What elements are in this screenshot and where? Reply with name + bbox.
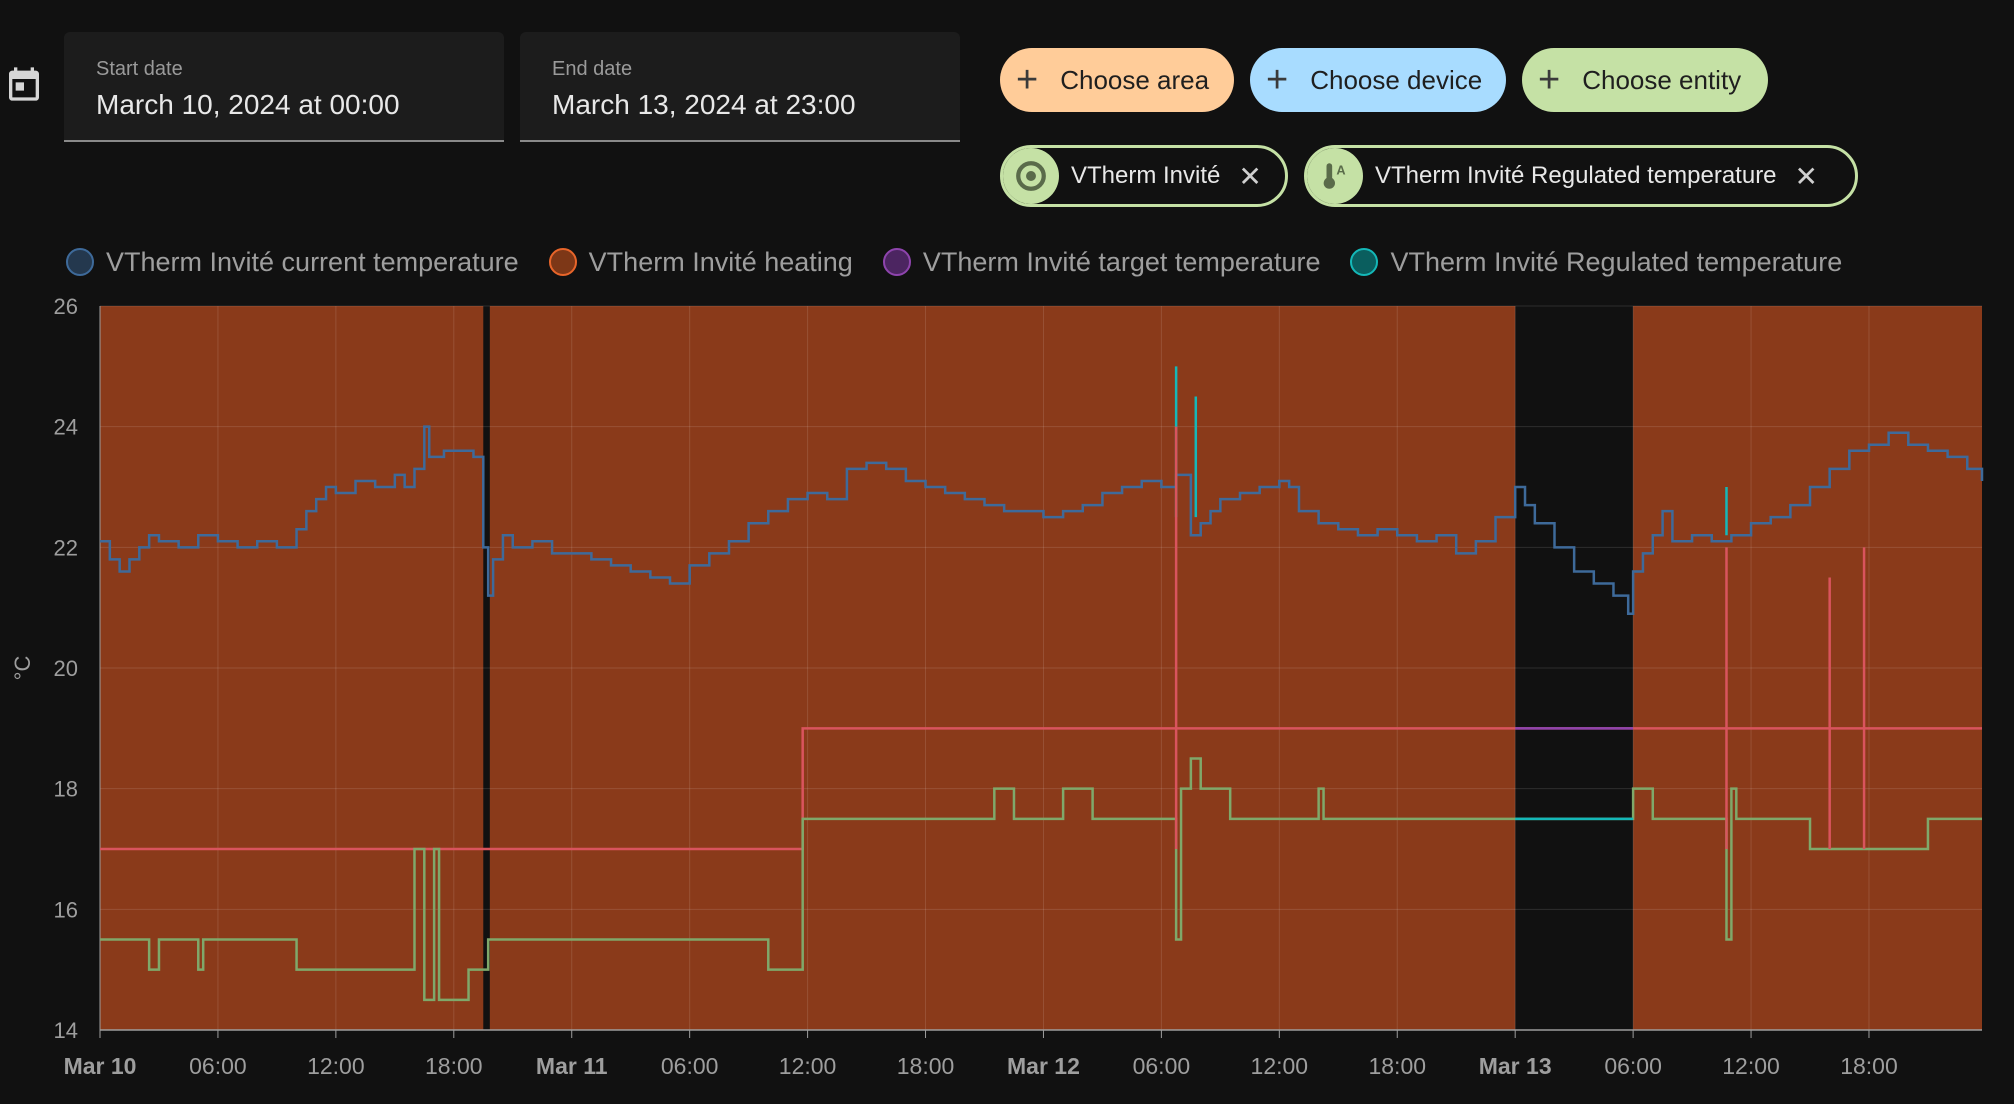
start-date-field[interactable]: Start date March 10, 2024 at 00:00 bbox=[64, 32, 504, 142]
remove-device-icon[interactable]: ✕ bbox=[1238, 160, 1262, 192]
plus-icon: + bbox=[1266, 59, 1289, 101]
selected-device-chip[interactable]: VTherm Invité ✕ bbox=[1000, 145, 1288, 207]
y-tick-label: 24 bbox=[54, 415, 78, 440]
choose-device-button[interactable]: + Choose device bbox=[1250, 48, 1506, 112]
legend-item[interactable]: VTherm Invité heating bbox=[548, 246, 853, 278]
remove-entity-icon[interactable]: ✕ bbox=[1794, 160, 1818, 192]
plus-icon: + bbox=[1538, 59, 1561, 101]
legend-label: VTherm Invité current temperature bbox=[106, 246, 519, 277]
start-date-label: Start date bbox=[96, 58, 183, 80]
svg-text:A: A bbox=[1336, 163, 1345, 178]
legend-label: VTherm Invité Regulated temperature bbox=[1390, 246, 1843, 277]
x-tick-label: Mar 12 bbox=[1007, 1053, 1080, 1079]
y-tick-label: 16 bbox=[54, 897, 78, 922]
heating-area bbox=[489, 306, 1516, 1030]
y-tick-label: 18 bbox=[54, 777, 78, 802]
y-tick-label: 20 bbox=[54, 656, 78, 681]
x-tick-label: 18:00 bbox=[1368, 1053, 1426, 1079]
end-date-field[interactable]: End date March 13, 2024 at 23:00 bbox=[520, 32, 960, 142]
legend-item[interactable]: VTherm Invité Regulated temperature bbox=[1350, 247, 1842, 278]
legend-label: VTherm Invité target temperature bbox=[922, 246, 1321, 277]
x-tick-label: Mar 13 bbox=[1479, 1053, 1552, 1079]
legend-swatch bbox=[882, 248, 911, 276]
start-date-value: March 10, 2024 at 00:00 bbox=[96, 89, 400, 120]
series-line bbox=[100, 727, 1982, 851]
y-tick-label: 26 bbox=[54, 294, 78, 319]
heating-area bbox=[100, 306, 484, 1030]
x-tick-label: 18:00 bbox=[897, 1053, 955, 1079]
y-tick-label: 14 bbox=[54, 1018, 78, 1043]
thermometer-auto-icon: A bbox=[1307, 148, 1363, 204]
legend-item[interactable]: VTherm Invité current temperature bbox=[66, 247, 519, 278]
history-chart: 14 16 18 20 22 24 26 Mar 10 06:00 12:00 18:00 Mar 1… bbox=[10, 294, 1984, 1079]
x-tick-label: 06:00 bbox=[1133, 1053, 1191, 1079]
x-tick-label: 12:00 bbox=[1251, 1053, 1309, 1079]
legend-item[interactable]: VTherm Invité target temperature bbox=[882, 246, 1321, 278]
x-tick-label: Mar 10 bbox=[64, 1053, 137, 1079]
calendar-icon[interactable] bbox=[4, 64, 44, 104]
y-tick-label: 22 bbox=[54, 535, 78, 560]
x-tick-label: 06:00 bbox=[661, 1053, 719, 1079]
plus-icon: + bbox=[1016, 59, 1039, 101]
x-tick-label: 12:00 bbox=[779, 1053, 837, 1079]
x-tick-label: 06:00 bbox=[189, 1053, 247, 1079]
selected-entity-chip[interactable]: A VTherm Invité Regulated temperature ✕ bbox=[1304, 145, 1858, 207]
legend-swatch bbox=[1350, 248, 1379, 276]
selected-device-label: VTherm Invité bbox=[1071, 162, 1221, 189]
thermostat-auto-icon bbox=[1003, 148, 1059, 204]
legend-swatch bbox=[548, 248, 577, 276]
heating-area bbox=[1633, 306, 1982, 1030]
legend-swatch bbox=[66, 248, 94, 276]
y-axis-label: °C bbox=[10, 656, 35, 681]
choose-area-label: Choose area bbox=[1060, 64, 1210, 95]
series-line bbox=[100, 425, 1984, 615]
choose-device-label: Choose device bbox=[1310, 64, 1483, 95]
x-tick-label: Mar 11 bbox=[536, 1053, 608, 1079]
selected-entity-label: VTherm Invité Regulated temperature bbox=[1375, 162, 1777, 189]
chart-legend: VTherm Invité current temperature VTherm… bbox=[66, 242, 1872, 282]
end-date-value: March 13, 2024 at 23:00 bbox=[552, 89, 856, 120]
choose-entity-button[interactable]: + Choose entity bbox=[1522, 48, 1768, 112]
choose-area-button[interactable]: + Choose area bbox=[1000, 48, 1234, 112]
series-line bbox=[100, 757, 1982, 1002]
legend-label: VTherm Invité heating bbox=[588, 246, 853, 277]
end-date-label: End date bbox=[552, 58, 633, 80]
x-tick-label: 06:00 bbox=[1604, 1053, 1662, 1079]
choose-entity-label: Choose entity bbox=[1582, 64, 1742, 95]
x-tick-label: 12:00 bbox=[307, 1053, 365, 1079]
x-tick-label: 18:00 bbox=[1840, 1053, 1898, 1079]
x-tick-label: 18:00 bbox=[425, 1053, 483, 1079]
x-tick-label: 12:00 bbox=[1722, 1053, 1780, 1079]
